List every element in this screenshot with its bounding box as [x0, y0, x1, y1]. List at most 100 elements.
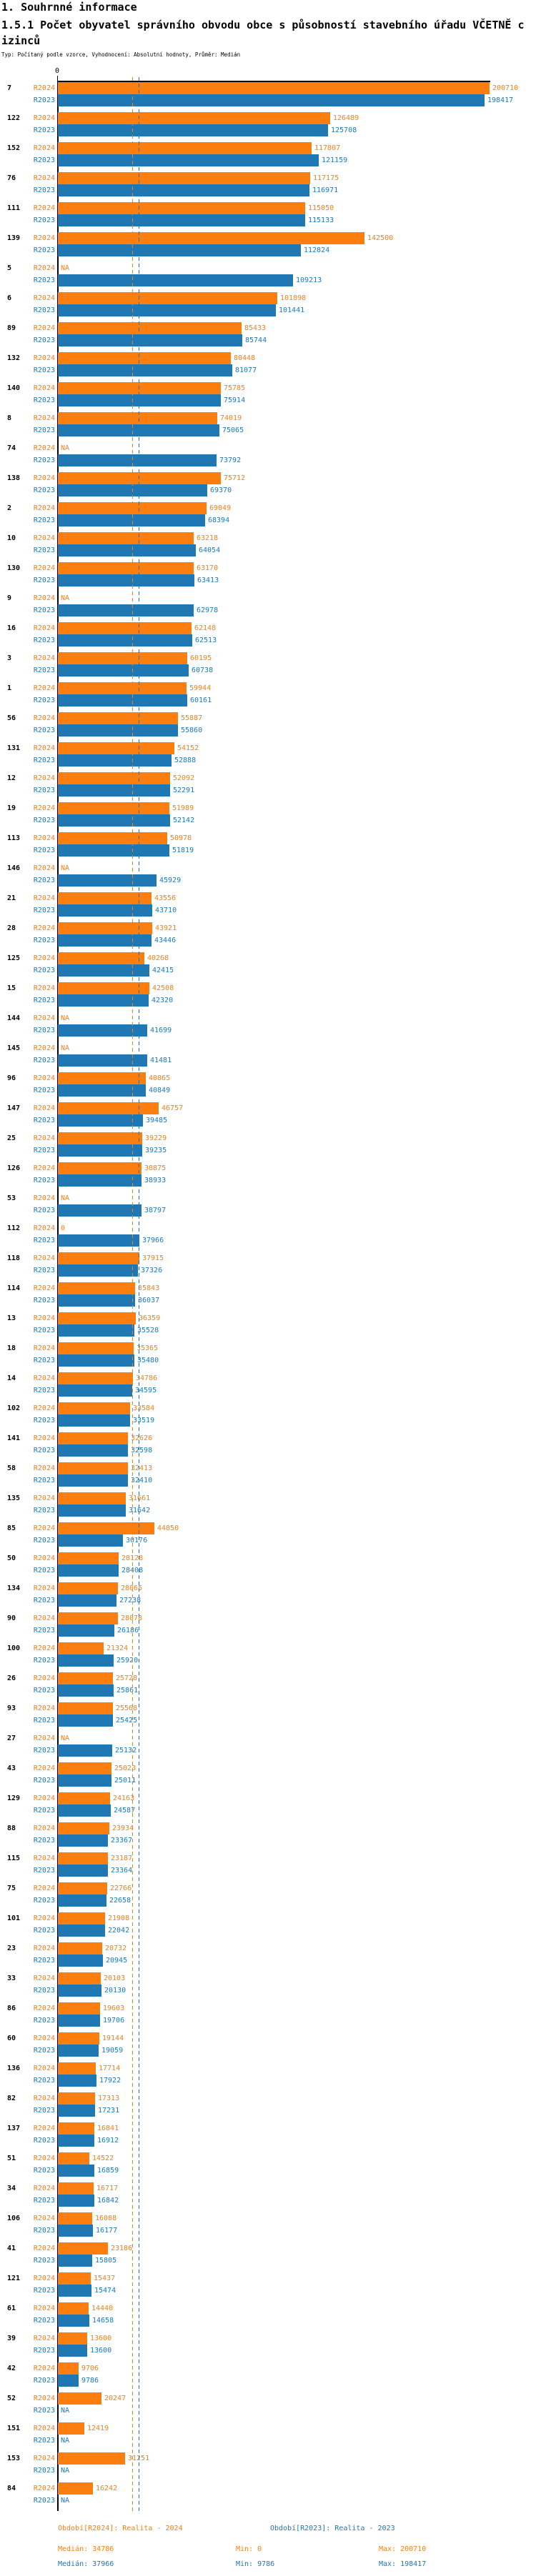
- chart-row: 61 R2024 14440 R2023 14658: [0, 2302, 536, 2327]
- row-id-label: 88: [7, 1824, 16, 1832]
- value-label-r2024: 42508: [152, 984, 174, 992]
- chart-row: 82 R2024 17313 R2023 17231: [0, 2092, 536, 2117]
- series-label-r2023: R2023: [33, 667, 55, 674]
- row-id-label: 115: [7, 1854, 21, 1862]
- row-id-label: 111: [7, 204, 21, 212]
- bar-r2023: [58, 94, 485, 106]
- value-label-r2024: 38875: [144, 1164, 167, 1172]
- chart-row: 75 R2024 22766 R2023 22658: [0, 1882, 536, 1907]
- bar-r2024: [58, 1342, 134, 1354]
- bar-r2023: [58, 2045, 99, 2057]
- value-label-r2024: 117807: [314, 144, 341, 152]
- series-label-r2024: R2024: [33, 2275, 55, 2282]
- bar-r2024: [58, 1912, 105, 1924]
- chart-row: 90 R2024 28078 R2023 26186: [0, 1612, 536, 1637]
- bar-r2024: [58, 2422, 84, 2435]
- value-label-r2023: 34595: [135, 1387, 157, 1394]
- value-label-r2024: 63218: [197, 534, 219, 542]
- series-label-r2024: R2024: [33, 444, 55, 452]
- bar-r2023: [58, 1024, 147, 1037]
- chart-row: 93 R2024 25568 R2023 25425: [0, 1702, 536, 1727]
- bar-r2023: [58, 934, 152, 947]
- chart-row: 88 R2024 23934 R2023 23367: [0, 1822, 536, 1847]
- chart-row: 34 R2024 16717 R2023 16842: [0, 2182, 536, 2207]
- series-label-r2023: R2023: [33, 1807, 55, 1814]
- value-label-r2024: 80448: [234, 354, 256, 362]
- chart-row: 86 R2024 19603 R2023 19706: [0, 2002, 536, 2027]
- chart-row: 141 R2024 32626 R2023 32598: [0, 1432, 536, 1457]
- value-label-r2024: 25728: [116, 1674, 138, 1682]
- series-label-r2024: R2024: [33, 2215, 55, 2222]
- row-id-label: 51: [7, 2155, 16, 2162]
- series-label-r2024: R2024: [33, 804, 55, 812]
- bar-r2023: [58, 2375, 79, 2387]
- chart-row: 10 R2024 63218 R2023 64054: [0, 532, 536, 556]
- bar-r2024: [58, 952, 144, 964]
- value-label-r2023: NA: [61, 2407, 70, 2415]
- value-label-r2024: 24163: [113, 1794, 135, 1802]
- bar-r2024: [58, 1762, 111, 1774]
- bar-r2024: [58, 2062, 96, 2075]
- value-label-r2023: 85744: [245, 336, 267, 344]
- row-id-label: 114: [7, 1284, 21, 1292]
- value-label-r2023: 41481: [150, 1057, 172, 1064]
- bar-r2023: [58, 1474, 128, 1487]
- bar-r2024: [58, 2152, 89, 2165]
- chart-row: 50 R2024 28128 R2023 28408: [0, 1552, 536, 1577]
- row-id-label: 101: [7, 1914, 21, 1922]
- value-label-r2024: 50978: [170, 834, 192, 842]
- bar-r2023: [58, 334, 242, 346]
- series-label-r2024: R2024: [33, 684, 55, 692]
- bar-r2023: [58, 1834, 108, 1847]
- value-label-r2023: 37326: [141, 1267, 163, 1274]
- bar-r2023: [58, 1684, 114, 1697]
- bar-r2024: [58, 1942, 102, 1955]
- value-label-r2023: 52291: [173, 787, 195, 794]
- legend-r2024: Období[R2024]: Realita - 2024: [58, 2525, 183, 2532]
- value-label-r2023: 17231: [98, 2107, 120, 2115]
- bar-r2024: [58, 1612, 118, 1624]
- value-label-r2024: 9706: [81, 2365, 99, 2372]
- series-label-r2023: R2023: [33, 156, 55, 164]
- bar-r2024: [58, 2212, 92, 2225]
- value-label-r2023: 39235: [145, 1147, 167, 1154]
- chart-row: 136 R2024 17714 R2023 17922: [0, 2062, 536, 2087]
- chart-row: 129 R2024 24163 R2023 24587: [0, 1792, 536, 1817]
- row-id-label: 152: [7, 144, 21, 152]
- row-id-label: 135: [7, 1494, 21, 1502]
- bar-r2023: [58, 1714, 113, 1727]
- series-label-r2024: R2024: [33, 2485, 55, 2492]
- bar-r2023: [58, 2075, 96, 2087]
- bar-r2024: [58, 622, 192, 634]
- series-label-r2023: R2023: [33, 276, 55, 284]
- bar-r2024: [58, 1672, 113, 1684]
- chart-subtitle: Typ: Počítaný podle vzorce, Vyhodnocení:…: [1, 51, 241, 58]
- chart-row: 7 R2024 200710 R2023 198417: [0, 82, 536, 106]
- series-label-r2023: R2023: [33, 1477, 55, 1484]
- chart-row: 28 R2024 43921 R2023 43446: [0, 922, 536, 947]
- series-label-r2024: R2024: [33, 204, 55, 212]
- value-label-r2023: 20945: [106, 1957, 128, 1965]
- row-id-label: 144: [7, 1014, 21, 1022]
- bar-r2023: [58, 1534, 123, 1547]
- series-label-r2024: R2024: [33, 2035, 55, 2042]
- series-label-r2024: R2024: [33, 1824, 55, 1832]
- value-label-r2024: 25568: [116, 1704, 138, 1712]
- series-label-r2024: R2024: [33, 924, 55, 932]
- chart-row: 3 R2024 60195 R2023 60738: [0, 652, 536, 677]
- value-label-r2024: NA: [61, 594, 70, 602]
- value-label-r2023: 25132: [115, 1747, 137, 1754]
- row-id-label: 23: [7, 1945, 16, 1952]
- chart-row: 137 R2024 16841 R2023 16912: [0, 2122, 536, 2147]
- value-label-r2023: 52888: [174, 757, 197, 764]
- series-label-r2023: R2023: [33, 1597, 55, 1604]
- row-id-label: 147: [7, 1104, 21, 1112]
- stat-max-r2024: Max: 200710: [379, 2545, 427, 2553]
- series-label-r2024: R2024: [33, 1254, 55, 1262]
- chart-row: 147 R2024 46757 R2023 39485: [0, 1102, 536, 1127]
- bar-r2023: [58, 1564, 119, 1577]
- chart-row: 18 R2024 35365 R2023 35480: [0, 1342, 536, 1367]
- series-label-r2023: R2023: [33, 817, 55, 824]
- value-label-r2023: 109213: [296, 276, 322, 284]
- value-label-r2024: 115050: [308, 204, 334, 212]
